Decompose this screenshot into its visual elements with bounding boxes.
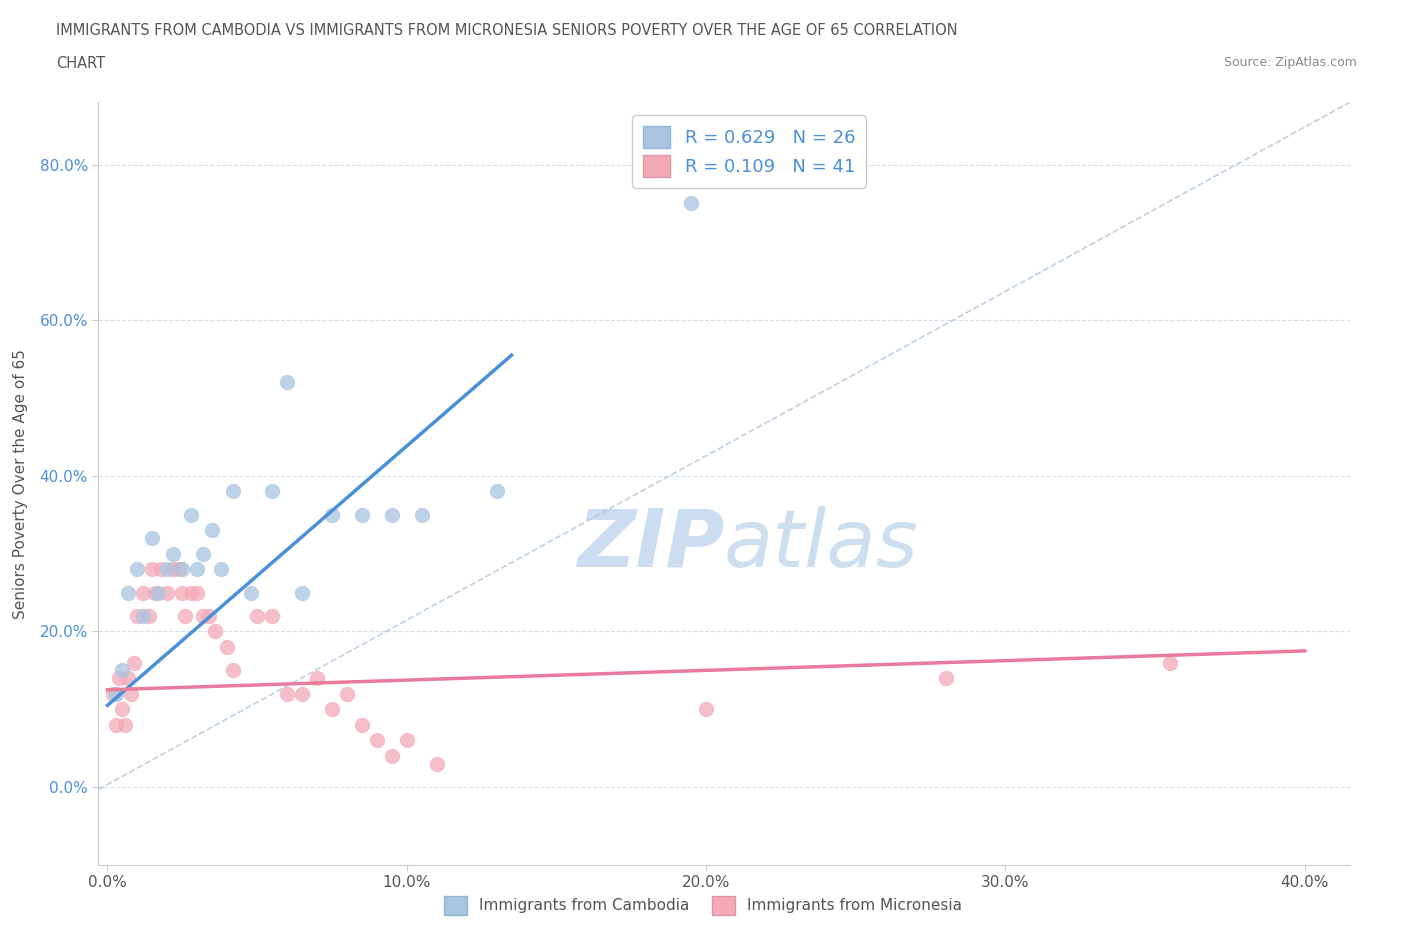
- Text: CHART: CHART: [56, 56, 105, 71]
- Point: [156, 562, 179, 577]
- Point: [366, 733, 388, 748]
- Point: [162, 546, 184, 561]
- Point: [260, 484, 283, 498]
- Point: [204, 624, 226, 639]
- Point: [162, 562, 184, 577]
- Point: [695, 702, 717, 717]
- Point: [132, 608, 155, 623]
- Text: atlas: atlas: [724, 506, 920, 584]
- Point: [350, 507, 373, 522]
- Point: [381, 507, 404, 522]
- Point: [174, 608, 197, 623]
- Point: [108, 671, 131, 685]
- Y-axis label: Seniors Poverty Over the Age of 65: Seniors Poverty Over the Age of 65: [14, 349, 28, 618]
- Point: [127, 562, 149, 577]
- Point: [411, 507, 433, 522]
- Point: [105, 686, 128, 701]
- Text: ZIP: ZIP: [576, 506, 724, 584]
- Point: [103, 686, 125, 701]
- Point: [111, 663, 134, 678]
- Point: [111, 702, 134, 717]
- Point: [350, 717, 373, 732]
- Point: [117, 671, 139, 685]
- Point: [201, 523, 224, 538]
- Point: [141, 531, 163, 546]
- Point: [143, 585, 166, 600]
- Legend: R = 0.629   N = 26, R = 0.109   N = 41: R = 0.629 N = 26, R = 0.109 N = 41: [633, 115, 866, 188]
- Point: [291, 686, 314, 701]
- Point: [156, 585, 179, 600]
- Point: [381, 749, 404, 764]
- Point: [291, 585, 314, 600]
- Point: [336, 686, 359, 701]
- Point: [321, 507, 343, 522]
- Point: [321, 702, 343, 717]
- Point: [186, 562, 208, 577]
- Point: [127, 608, 149, 623]
- Point: [138, 608, 160, 623]
- Point: [217, 640, 239, 655]
- Text: Source: ZipAtlas.com: Source: ZipAtlas.com: [1223, 56, 1357, 69]
- Point: [222, 663, 245, 678]
- Point: [148, 585, 170, 600]
- Point: [186, 585, 208, 600]
- Point: [240, 585, 263, 600]
- Point: [260, 608, 283, 623]
- Point: [124, 655, 146, 670]
- Point: [395, 733, 418, 748]
- Point: [114, 717, 136, 732]
- Legend: Immigrants from Cambodia, Immigrants from Micronesia: Immigrants from Cambodia, Immigrants fro…: [436, 888, 970, 923]
- Point: [117, 585, 139, 600]
- Point: [180, 507, 202, 522]
- Point: [485, 484, 508, 498]
- Point: [198, 608, 221, 623]
- Point: [172, 585, 194, 600]
- Point: [193, 608, 215, 623]
- Point: [150, 562, 173, 577]
- Point: [276, 686, 298, 701]
- Point: [1159, 655, 1181, 670]
- Point: [305, 671, 328, 685]
- Point: [681, 196, 703, 211]
- Point: [222, 484, 245, 498]
- Point: [209, 562, 232, 577]
- Point: [120, 686, 142, 701]
- Text: IMMIGRANTS FROM CAMBODIA VS IMMIGRANTS FROM MICRONESIA SENIORS POVERTY OVER THE : IMMIGRANTS FROM CAMBODIA VS IMMIGRANTS F…: [56, 23, 957, 38]
- Point: [172, 562, 194, 577]
- Point: [193, 546, 215, 561]
- Point: [426, 756, 449, 771]
- Point: [105, 717, 128, 732]
- Point: [276, 375, 298, 390]
- Point: [141, 562, 163, 577]
- Point: [180, 585, 202, 600]
- Point: [935, 671, 957, 685]
- Point: [167, 562, 190, 577]
- Point: [132, 585, 155, 600]
- Point: [246, 608, 269, 623]
